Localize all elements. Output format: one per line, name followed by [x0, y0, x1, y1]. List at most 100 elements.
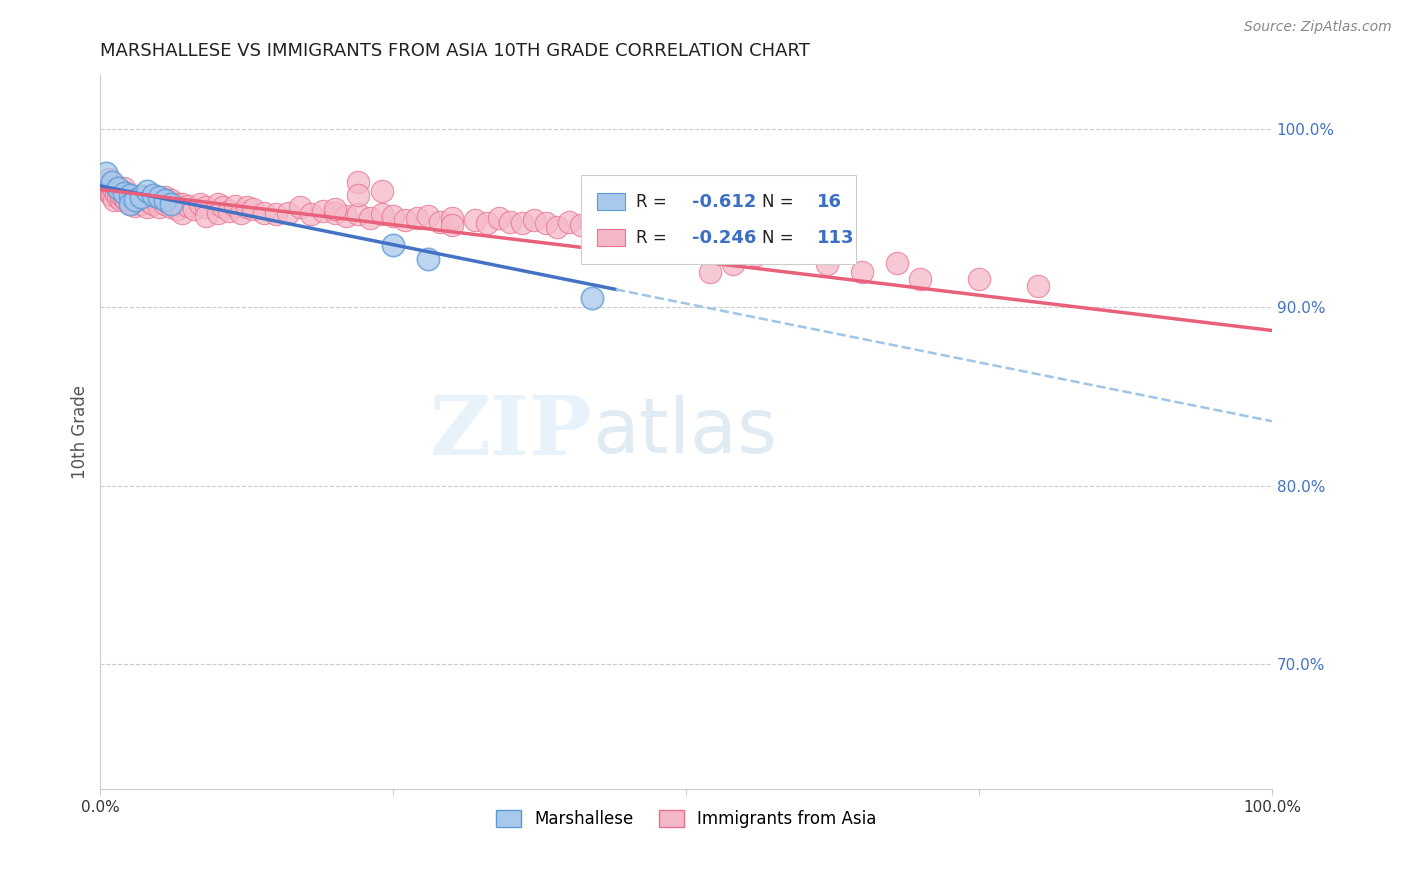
Point	[734, 232, 756, 246]
Point	[675, 225, 697, 239]
Point	[142, 196, 165, 211]
Text: MARSHALLESE VS IMMIGRANTS FROM ASIA 10TH GRADE CORRELATION CHART: MARSHALLESE VS IMMIGRANTS FROM ASIA 10TH…	[100, 42, 810, 60]
Point	[382, 209, 405, 223]
Point	[207, 205, 229, 219]
Point	[429, 214, 451, 228]
Point	[153, 189, 176, 203]
Point	[148, 191, 170, 205]
Point	[136, 184, 159, 198]
Point	[121, 191, 143, 205]
Point	[108, 184, 131, 198]
Point	[115, 193, 138, 207]
Point	[699, 228, 721, 243]
Point	[118, 187, 141, 202]
Point	[405, 211, 427, 225]
Point	[288, 200, 311, 214]
Point	[534, 216, 557, 230]
Point	[136, 189, 159, 203]
Point	[101, 175, 124, 189]
Point	[177, 198, 200, 212]
Point	[172, 196, 194, 211]
Point	[299, 207, 322, 221]
Point	[769, 239, 792, 253]
Text: ZIP: ZIP	[430, 392, 592, 472]
Point	[183, 202, 205, 216]
Point	[370, 184, 392, 198]
Point	[98, 178, 121, 193]
Point	[112, 180, 135, 194]
FancyBboxPatch shape	[598, 194, 626, 211]
Point	[159, 196, 181, 211]
Point	[131, 187, 153, 202]
Point	[194, 209, 217, 223]
Point	[488, 211, 510, 225]
Point	[107, 180, 129, 194]
Point	[101, 187, 124, 202]
Point	[323, 205, 346, 219]
Point	[142, 187, 165, 202]
Point	[569, 218, 592, 232]
Point	[148, 189, 170, 203]
Point	[118, 196, 141, 211]
Point	[347, 187, 370, 202]
Text: Source: ZipAtlas.com: Source: ZipAtlas.com	[1244, 20, 1392, 34]
Point	[510, 216, 533, 230]
Point	[112, 191, 135, 205]
Point	[207, 196, 229, 211]
Point	[745, 248, 768, 262]
Point	[115, 186, 138, 200]
Point	[418, 209, 440, 223]
Point	[382, 237, 405, 252]
Point	[93, 178, 115, 193]
Point	[277, 205, 299, 219]
Point	[792, 232, 814, 246]
Point	[440, 218, 463, 232]
Point	[581, 291, 603, 305]
Point	[699, 223, 721, 237]
Point	[359, 211, 381, 225]
Point	[96, 182, 118, 196]
Point	[886, 255, 908, 269]
Point	[112, 186, 135, 200]
Point	[616, 221, 638, 235]
Point	[218, 203, 240, 218]
Y-axis label: 10th Grade: 10th Grade	[72, 385, 89, 479]
Point	[118, 196, 141, 211]
Point	[347, 207, 370, 221]
Point	[131, 189, 153, 203]
Text: N =: N =	[762, 193, 799, 211]
Point	[581, 219, 603, 234]
Point	[145, 193, 167, 207]
Text: 16: 16	[817, 193, 842, 211]
FancyBboxPatch shape	[598, 229, 626, 246]
Point	[124, 198, 146, 212]
Point	[159, 200, 181, 214]
Point	[769, 237, 792, 252]
Point	[110, 187, 132, 202]
Point	[546, 219, 568, 234]
Point	[153, 193, 176, 207]
Point	[394, 212, 416, 227]
Point	[323, 202, 346, 216]
Point	[264, 207, 287, 221]
Point	[475, 216, 498, 230]
Point	[616, 218, 638, 232]
Point	[136, 200, 159, 214]
Point	[335, 209, 357, 223]
Point	[127, 193, 149, 207]
Text: 113: 113	[817, 229, 855, 247]
Point	[675, 228, 697, 243]
Point	[124, 193, 146, 207]
Text: R =: R =	[636, 229, 672, 247]
Point	[745, 228, 768, 243]
Text: -0.612: -0.612	[692, 193, 756, 211]
Point	[440, 211, 463, 225]
Point	[153, 196, 176, 211]
Point	[418, 252, 440, 266]
Point	[815, 257, 838, 271]
Point	[910, 271, 932, 285]
Point	[523, 212, 546, 227]
Point	[593, 223, 616, 237]
Text: -0.246: -0.246	[692, 229, 756, 247]
Text: N =: N =	[762, 229, 799, 247]
